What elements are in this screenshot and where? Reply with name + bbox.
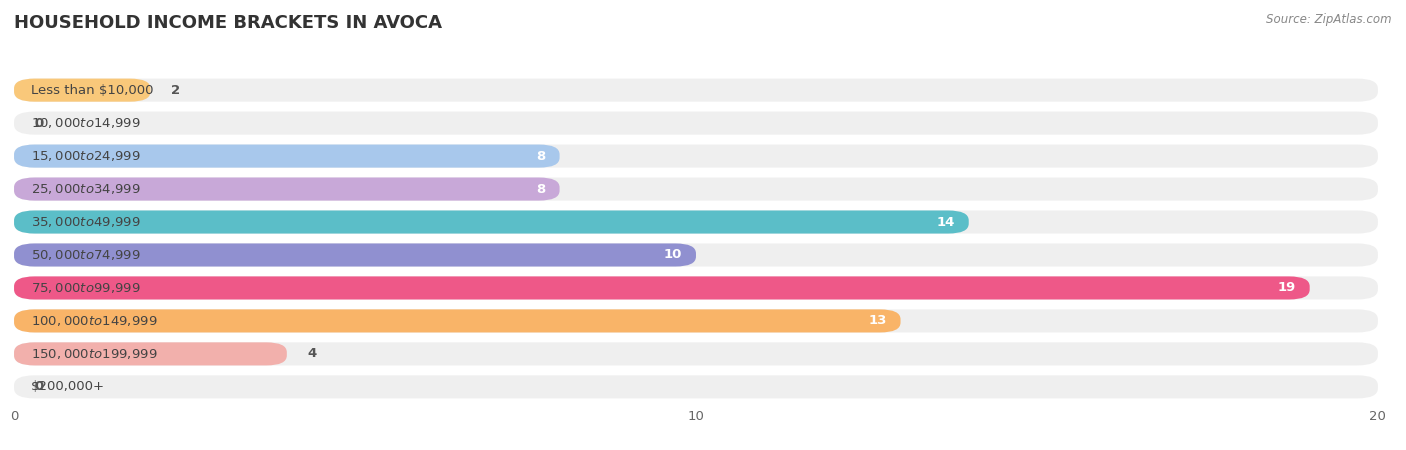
- Text: $200,000+: $200,000+: [31, 380, 105, 393]
- Text: Source: ZipAtlas.com: Source: ZipAtlas.com: [1267, 14, 1392, 27]
- Text: 2: 2: [172, 84, 180, 97]
- Text: 8: 8: [537, 183, 546, 196]
- FancyBboxPatch shape: [14, 144, 1378, 167]
- FancyBboxPatch shape: [14, 342, 287, 365]
- Text: $35,000 to $49,999: $35,000 to $49,999: [31, 215, 141, 229]
- Text: 4: 4: [308, 347, 316, 360]
- FancyBboxPatch shape: [14, 310, 901, 333]
- FancyBboxPatch shape: [14, 243, 1378, 266]
- Text: $25,000 to $34,999: $25,000 to $34,999: [31, 182, 141, 196]
- Text: Less than $10,000: Less than $10,000: [31, 84, 153, 97]
- FancyBboxPatch shape: [14, 375, 1378, 398]
- Text: $75,000 to $99,999: $75,000 to $99,999: [31, 281, 141, 295]
- Text: 14: 14: [936, 216, 955, 229]
- Text: 13: 13: [869, 315, 887, 328]
- Text: HOUSEHOLD INCOME BRACKETS IN AVOCA: HOUSEHOLD INCOME BRACKETS IN AVOCA: [14, 14, 441, 32]
- Text: $100,000 to $149,999: $100,000 to $149,999: [31, 314, 157, 328]
- Text: 8: 8: [537, 149, 546, 162]
- FancyBboxPatch shape: [14, 112, 1378, 135]
- FancyBboxPatch shape: [14, 276, 1310, 300]
- FancyBboxPatch shape: [14, 177, 1378, 201]
- FancyBboxPatch shape: [14, 342, 1378, 365]
- Text: 0: 0: [35, 117, 44, 130]
- FancyBboxPatch shape: [14, 276, 1378, 300]
- Text: 10: 10: [664, 248, 682, 261]
- FancyBboxPatch shape: [14, 211, 969, 234]
- Text: $150,000 to $199,999: $150,000 to $199,999: [31, 347, 157, 361]
- FancyBboxPatch shape: [14, 211, 1378, 234]
- FancyBboxPatch shape: [14, 310, 1378, 333]
- FancyBboxPatch shape: [14, 243, 696, 266]
- Text: $10,000 to $14,999: $10,000 to $14,999: [31, 116, 141, 130]
- Text: $50,000 to $74,999: $50,000 to $74,999: [31, 248, 141, 262]
- Text: 19: 19: [1278, 281, 1296, 294]
- FancyBboxPatch shape: [14, 144, 560, 167]
- FancyBboxPatch shape: [14, 79, 1378, 102]
- Text: 0: 0: [35, 380, 44, 393]
- FancyBboxPatch shape: [14, 79, 150, 102]
- FancyBboxPatch shape: [14, 177, 560, 201]
- Text: $15,000 to $24,999: $15,000 to $24,999: [31, 149, 141, 163]
